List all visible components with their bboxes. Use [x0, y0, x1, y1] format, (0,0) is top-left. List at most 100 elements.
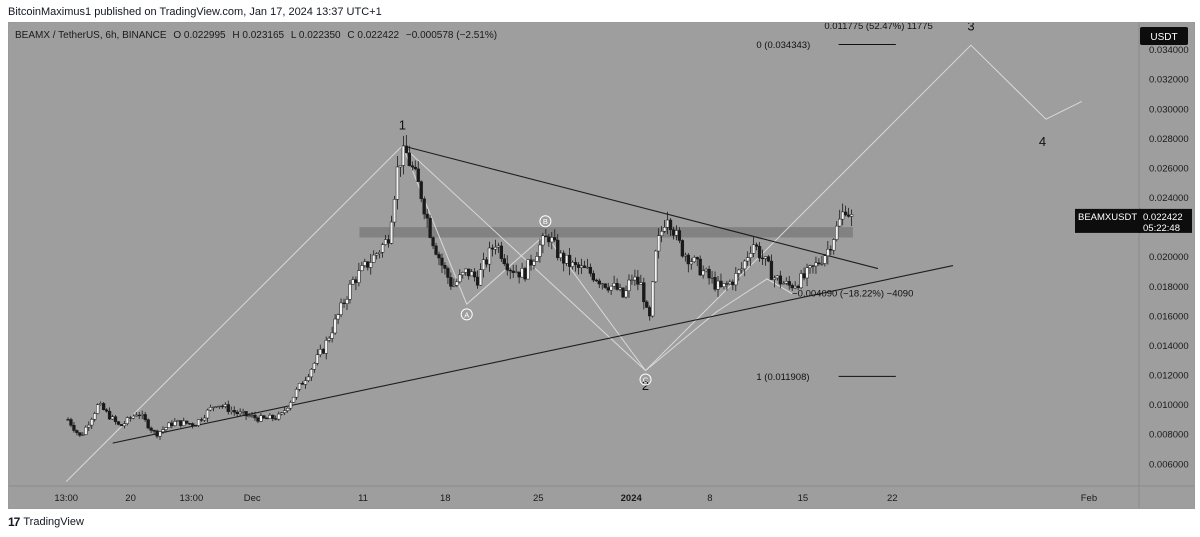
candle-body [591, 273, 595, 281]
x-tick-label: Dec [244, 493, 261, 504]
candle-body [188, 423, 192, 425]
candle-body [303, 380, 308, 385]
triangle-trendline-layer [112, 145, 954, 444]
candle-body [268, 414, 272, 419]
candle-body [499, 245, 503, 259]
candle-body [75, 430, 79, 433]
candle-body [413, 166, 417, 170]
candle-body [624, 290, 628, 298]
candle-body [244, 411, 248, 417]
price-tag-value-bg [1139, 208, 1192, 233]
candle-body [570, 262, 575, 267]
candle-body [751, 244, 756, 254]
candle-body [529, 259, 533, 266]
candle-body [104, 409, 109, 412]
candle-body [535, 256, 539, 262]
candle-body [99, 403, 103, 405]
candle-body [532, 261, 536, 266]
symbol-legend: BEAMX / TetherUS, 6h, BINANCE O 0.022995… [15, 30, 497, 41]
candle-body [731, 281, 735, 286]
candle-body [743, 260, 747, 270]
measure-label: −0.004090 (−18.22%) −4090 [792, 289, 913, 300]
wave-label: 4 [1039, 134, 1046, 149]
candle-body [458, 274, 462, 283]
candle-body [360, 265, 364, 271]
candle-body [395, 166, 400, 200]
candle-body [226, 404, 230, 412]
candle-body [363, 261, 367, 266]
candle-body [749, 253, 753, 258]
svg-text:BEAMX / TetherUS, 6h, BINANCE: BEAMX / TetherUS, 6h, BINANCE O 0.022995… [15, 30, 497, 41]
candle-body [164, 427, 168, 430]
candle-body [823, 255, 827, 264]
currency-badge[interactable]: USDT [1140, 27, 1188, 45]
candle-body [383, 239, 388, 245]
candle-body [294, 389, 299, 398]
candle-body [128, 417, 132, 419]
candle-body [680, 240, 685, 257]
candle-body [389, 221, 394, 244]
candle-body [78, 432, 82, 436]
candle-body [119, 424, 124, 427]
measure-label: 0.011775 (52.47%) 11775 [824, 23, 932, 32]
abc-marker-ring [460, 308, 473, 321]
candle-body [559, 252, 563, 259]
candle-body [754, 244, 759, 247]
footer-brand[interactable]: 17 TradingView [8, 515, 84, 529]
candle-body [182, 420, 186, 426]
candle-body [615, 283, 619, 290]
candle-body [354, 279, 358, 283]
candle-body [814, 262, 818, 267]
fib-level-label: 0 (0.034343) [756, 40, 810, 51]
y-tick-label: 0.008000 [1149, 430, 1189, 441]
candle-body [87, 424, 91, 428]
candle-body [464, 268, 468, 273]
high-label: H [232, 30, 239, 41]
candle-body [704, 268, 708, 272]
x-tick-label: 13:00 [54, 493, 78, 504]
candle-body [523, 268, 527, 280]
candle-body [502, 258, 506, 264]
candle-body [232, 410, 236, 413]
candle-body [695, 257, 699, 260]
candle-body [422, 198, 426, 215]
candle-body [386, 239, 391, 244]
candle-body [256, 417, 260, 422]
candle-body [547, 236, 551, 243]
y-tick-label: 0.006000 [1149, 459, 1189, 470]
candle-body [603, 283, 607, 288]
y-tick-label: 0.026000 [1149, 163, 1189, 174]
candle-body [193, 425, 198, 427]
candle-body [196, 419, 201, 426]
candle-body [832, 239, 836, 251]
candle-body [683, 254, 688, 257]
tradingview-logo-icon: 17 [8, 515, 20, 529]
y-tick-label: 0.012000 [1149, 371, 1189, 382]
candle-body [820, 263, 824, 265]
candle-body [351, 279, 355, 285]
candle-body [220, 405, 224, 408]
candle-body [698, 258, 702, 276]
candle-body [342, 302, 346, 304]
candle-body [380, 244, 385, 253]
y-tick-label: 0.020000 [1149, 252, 1189, 263]
candle-body [173, 421, 177, 426]
candle-body [375, 253, 379, 256]
candle-body [211, 406, 216, 409]
candle-body [431, 237, 435, 247]
candle-body [656, 235, 661, 252]
candle-body [799, 273, 803, 289]
candle-body [69, 419, 73, 426]
candle-body [674, 230, 679, 236]
resistance-zone-layer [359, 227, 853, 238]
candle-body [597, 280, 601, 285]
candle-body [654, 250, 658, 283]
candle-body [419, 181, 423, 199]
candle-body [633, 276, 637, 281]
candle-body [475, 276, 480, 286]
abc-marker-ring [639, 373, 652, 386]
candle-body [618, 287, 622, 290]
